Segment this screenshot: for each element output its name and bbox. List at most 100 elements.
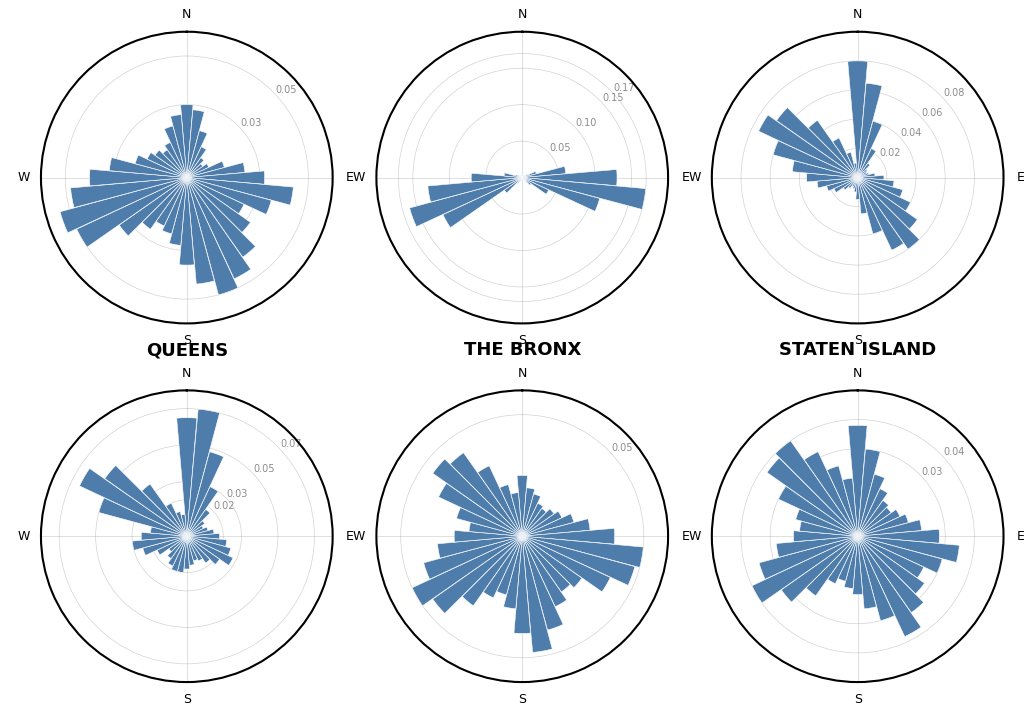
Bar (522, 177, 549, 194)
Bar (186, 529, 214, 536)
Bar (186, 536, 195, 565)
Bar (71, 177, 186, 208)
Bar (186, 536, 203, 561)
Bar (186, 526, 204, 536)
Bar (776, 536, 858, 557)
Bar (522, 518, 590, 536)
Bar (517, 177, 522, 184)
Bar (858, 172, 869, 177)
Bar (186, 536, 230, 555)
Bar (89, 169, 186, 186)
Bar (77, 177, 186, 247)
Bar (759, 115, 858, 177)
Bar (858, 177, 903, 198)
Bar (186, 177, 251, 279)
Bar (522, 528, 614, 544)
Bar (858, 536, 922, 637)
Bar (856, 177, 859, 200)
Bar (520, 176, 522, 177)
Bar (520, 177, 522, 182)
Bar (775, 441, 858, 536)
Bar (438, 483, 522, 536)
Bar (522, 167, 566, 177)
Bar (186, 158, 204, 177)
Title: STATEN ISLAND: STATEN ISLAND (779, 342, 936, 359)
Bar (767, 458, 858, 536)
Bar (844, 177, 858, 190)
Bar (169, 536, 186, 552)
Bar (521, 177, 522, 180)
Bar (858, 177, 918, 229)
Bar (163, 150, 186, 177)
Bar (147, 153, 186, 177)
Bar (176, 512, 186, 536)
Title: MANHATTAN: MANHATTAN (459, 0, 586, 1)
Bar (186, 527, 208, 536)
Bar (514, 536, 530, 634)
Bar (186, 487, 218, 536)
Bar (800, 521, 858, 536)
Bar (180, 105, 194, 177)
Bar (169, 177, 186, 245)
Bar (186, 536, 226, 547)
Bar (853, 177, 858, 189)
Bar (413, 536, 522, 606)
Bar (847, 152, 858, 177)
Bar (826, 177, 858, 191)
Bar (858, 536, 924, 613)
Bar (186, 162, 245, 177)
Bar (858, 449, 881, 536)
Bar (522, 536, 570, 592)
Title: THE BRONX: THE BRONX (464, 342, 581, 359)
Bar (186, 534, 219, 539)
Bar (186, 409, 219, 536)
Bar (471, 173, 522, 182)
Bar (854, 177, 858, 192)
Bar (858, 177, 903, 250)
Bar (858, 177, 894, 187)
Bar (858, 474, 885, 536)
Bar (522, 177, 525, 181)
Bar (168, 536, 186, 566)
Bar (157, 177, 186, 226)
Bar (854, 163, 858, 177)
Bar (181, 514, 186, 536)
Bar (858, 177, 910, 211)
Bar (858, 536, 959, 562)
Bar (858, 536, 942, 573)
Bar (520, 175, 522, 177)
Bar (119, 177, 186, 236)
Bar (858, 489, 888, 536)
Bar (522, 488, 535, 536)
Bar (443, 177, 522, 228)
Bar (142, 177, 186, 229)
Bar (522, 177, 531, 185)
Bar (778, 486, 858, 536)
Bar (186, 147, 206, 177)
Bar (858, 536, 877, 609)
Bar (817, 177, 858, 188)
Bar (504, 536, 522, 609)
Bar (522, 174, 527, 177)
Bar (483, 536, 522, 598)
Bar (186, 177, 244, 213)
Bar (455, 531, 522, 542)
Bar (433, 536, 522, 614)
Bar (186, 536, 219, 565)
Bar (166, 503, 186, 536)
Bar (132, 536, 186, 550)
Bar (521, 176, 522, 177)
Bar (827, 536, 858, 584)
Bar (858, 529, 939, 543)
Bar (500, 485, 522, 536)
Bar (522, 169, 617, 186)
Bar (858, 177, 920, 249)
Bar (469, 523, 522, 536)
Bar (519, 175, 522, 177)
Bar (186, 171, 264, 184)
Bar (151, 527, 186, 536)
Bar (522, 176, 523, 177)
Bar (186, 164, 209, 177)
Bar (834, 177, 858, 193)
Bar (807, 173, 858, 182)
